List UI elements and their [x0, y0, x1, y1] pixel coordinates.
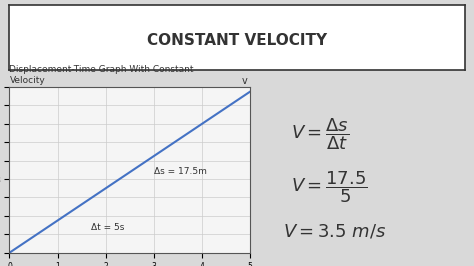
Text: Displacement-Time Graph With Constant
Velocity: Displacement-Time Graph With Constant Ve…: [9, 65, 194, 85]
Text: $V = \dfrac{17.5}{5}$: $V = \dfrac{17.5}{5}$: [291, 170, 368, 206]
Text: Δs = 17.5m: Δs = 17.5m: [154, 168, 207, 176]
Text: CONSTANT VELOCITY: CONSTANT VELOCITY: [147, 33, 327, 48]
Text: $V = \dfrac{\Delta s}{\Delta t}$: $V = \dfrac{\Delta s}{\Delta t}$: [291, 117, 349, 152]
Text: Δt = 5s: Δt = 5s: [91, 223, 125, 232]
Text: v: v: [241, 76, 247, 86]
Text: $V = 3.5\ m/s$: $V = 3.5\ m/s$: [283, 223, 387, 241]
